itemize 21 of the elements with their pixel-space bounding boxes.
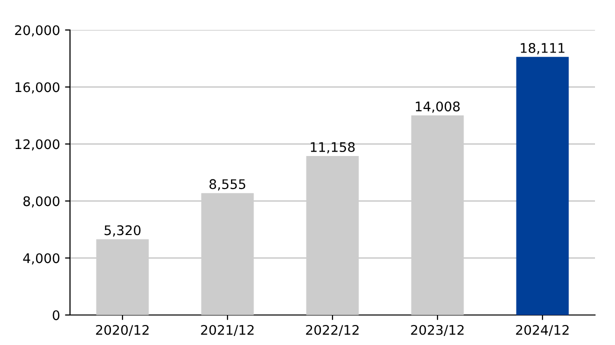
data-label: 8,555	[210, 179, 246, 190]
x-tick-label: 2023/12	[411, 324, 464, 336]
y-tick-label: 0	[52, 310, 60, 320]
y-tick-label: 12,000	[16, 139, 60, 151]
bar	[306, 156, 359, 315]
bar	[201, 193, 254, 315]
y-tick-label: 4,000	[23, 253, 60, 265]
data-label: 18,111	[520, 42, 564, 54]
data-label: 5,320	[104, 225, 141, 237]
bar	[516, 56, 569, 315]
y-tick-label: 16,000	[16, 82, 60, 94]
x-tick-label: 2024/12	[516, 324, 569, 336]
bar	[96, 239, 149, 315]
data-label: 11,158	[310, 142, 355, 154]
data-label: 14,008	[416, 101, 460, 113]
y-tick-label: 8,000	[23, 196, 60, 208]
bar	[411, 115, 464, 315]
y-tick-label: 20,000	[15, 25, 60, 37]
x-tick-label: 2021/12	[201, 324, 254, 336]
x-tick-label: 2020/12	[96, 324, 149, 336]
x-tick-label: 2022/12	[306, 324, 359, 336]
